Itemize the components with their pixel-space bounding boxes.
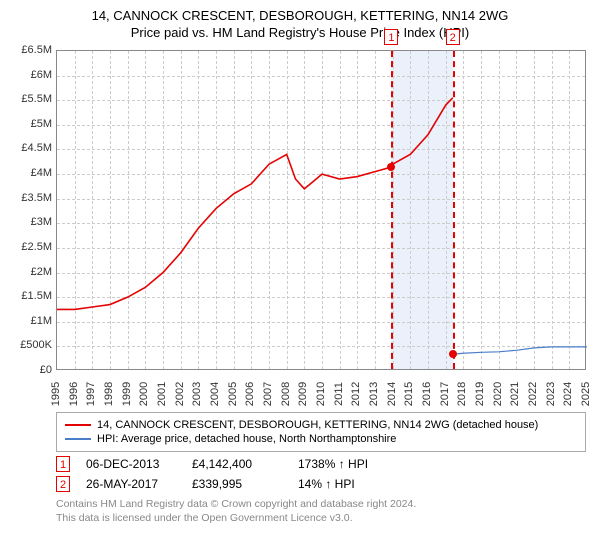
y-axis-label: £4M: [10, 167, 52, 179]
x-axis-label: 2020: [492, 379, 504, 409]
x-axis-label: 2025: [580, 379, 592, 409]
x-axis-label: 2013: [368, 379, 380, 409]
x-axis-label: 1996: [68, 379, 80, 409]
x-axis-label: 2007: [262, 379, 274, 409]
chart-subtitle: Price paid vs. HM Land Registry's House …: [10, 25, 590, 40]
x-axis-label: 2017: [439, 379, 451, 409]
transaction-row: 1 06-DEC-2013 £4,142,400 1738% ↑ HPI: [56, 456, 586, 472]
transaction-hpi: 14% ↑ HPI: [298, 477, 388, 491]
y-axis-label: £5.5M: [10, 93, 52, 105]
transaction-list: 1 06-DEC-2013 £4,142,400 1738% ↑ HPI 2 26-MAY…: [56, 456, 586, 492]
transaction-date: 06-DEC-2013: [86, 457, 176, 471]
y-axis-label: £1M: [10, 315, 52, 327]
transaction-price: £339,995: [192, 477, 282, 491]
x-axis-label: 2021: [509, 379, 521, 409]
marker-dot: [387, 163, 395, 171]
legend-item: HPI: Average price, detached house, Nort…: [65, 433, 577, 445]
x-axis-label: 2001: [156, 379, 168, 409]
legend-swatch: [65, 438, 91, 440]
x-axis-label: 2011: [333, 379, 345, 409]
x-axis-label: 2010: [315, 379, 327, 409]
y-axis-label: £2.5M: [10, 241, 52, 253]
legend-swatch: [65, 424, 91, 426]
y-axis-label: £1.5M: [10, 290, 52, 302]
y-axis-label: £6.5M: [10, 44, 52, 56]
x-axis-label: 2014: [386, 379, 398, 409]
legend-item: 14, CANNOCK CRESCENT, DESBOROUGH, KETTER…: [65, 419, 577, 431]
x-axis-label: 2018: [456, 379, 468, 409]
x-axis-label: 2012: [350, 379, 362, 409]
x-axis-label: 2002: [174, 379, 186, 409]
footer-attribution: Contains HM Land Registry data © Crown c…: [56, 498, 586, 525]
x-axis-label: 2003: [191, 379, 203, 409]
x-axis-label: 2008: [280, 379, 292, 409]
x-axis-label: 2024: [562, 379, 574, 409]
transaction-hpi: 1738% ↑ HPI: [298, 457, 388, 471]
legend-label: 14, CANNOCK CRESCENT, DESBOROUGH, KETTER…: [97, 419, 538, 431]
y-axis-label: £5M: [10, 118, 52, 130]
x-axis-label: 1995: [50, 379, 62, 409]
x-axis-label: 2022: [527, 379, 539, 409]
transaction-row: 2 26-MAY-2017 £339,995 14% ↑ HPI: [56, 476, 586, 492]
marker-dot: [449, 350, 457, 358]
y-axis-label: £0: [10, 364, 52, 376]
legend: 14, CANNOCK CRESCENT, DESBOROUGH, KETTER…: [56, 412, 586, 452]
x-axis-label: 2009: [297, 379, 309, 409]
y-axis-label: £4.5M: [10, 142, 52, 154]
x-axis-label: 2000: [138, 379, 150, 409]
x-axis-label: 2015: [403, 379, 415, 409]
chart-title: 14, CANNOCK CRESCENT, DESBOROUGH, KETTER…: [10, 8, 590, 23]
plot-wrapper: 12 £0 £500K £1M £1.5M £2M £2.5M £3M £3.5M £4M £4.…: [10, 46, 590, 406]
x-axis-label: 2004: [209, 379, 221, 409]
y-axis-label: £2M: [10, 266, 52, 278]
x-axis-label: 2006: [244, 379, 256, 409]
y-axis-label: £500K: [10, 339, 52, 351]
transaction-marker: 2: [56, 476, 70, 492]
y-axis-label: £3.5M: [10, 192, 52, 204]
x-axis-label: 2016: [421, 379, 433, 409]
price-chart: 14, CANNOCK CRESCENT, DESBOROUGH, KETTER…: [0, 0, 600, 529]
x-axis-label: 1997: [85, 379, 97, 409]
transaction-date: 26-MAY-2017: [86, 477, 176, 491]
x-axis-label: 2005: [227, 379, 239, 409]
x-axis-label: 1999: [121, 379, 133, 409]
x-axis-label: 1998: [103, 379, 115, 409]
transaction-marker: 1: [56, 456, 70, 472]
y-axis-label: £6M: [10, 69, 52, 81]
marker-label: 1: [384, 29, 398, 45]
footer-line: Contains HM Land Registry data © Crown c…: [56, 498, 586, 512]
marker-label: 2: [446, 29, 460, 45]
x-axis-label: 2023: [545, 379, 557, 409]
y-axis-label: £3M: [10, 216, 52, 228]
x-axis-label: 2019: [474, 379, 486, 409]
legend-label: HPI: Average price, detached house, Nort…: [97, 433, 396, 445]
footer-line: This data is licensed under the Open Gov…: [56, 512, 586, 526]
transaction-price: £4,142,400: [192, 457, 282, 471]
plot-area: 12: [56, 50, 586, 370]
